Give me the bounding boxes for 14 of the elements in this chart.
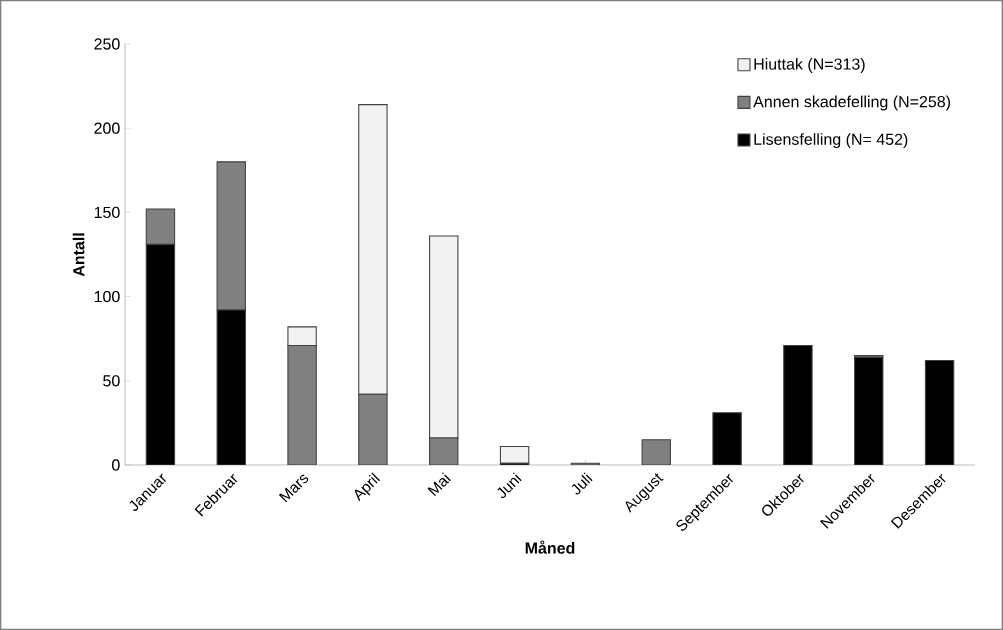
y-axis-title: Antall bbox=[72, 233, 85, 277]
legend-label: Lisensfelling (N= 452) bbox=[754, 133, 908, 149]
legend-label: Annen skadefelling (N=258) bbox=[753, 95, 951, 111]
x-tick-label: Juli bbox=[571, 472, 593, 495]
y-tick-label: 150 bbox=[94, 206, 120, 219]
legend-label: Hiuttak (N=313) bbox=[754, 58, 865, 73]
x-tick-label: Mai bbox=[427, 472, 451, 497]
x-axis-title: Måned bbox=[525, 540, 575, 554]
y-tick-label: 100 bbox=[94, 290, 120, 303]
y-tick-label: 250 bbox=[94, 38, 120, 50]
x-tick-label: Juni bbox=[497, 472, 522, 499]
y-tick-label: 50 bbox=[103, 375, 120, 387]
y-tick-label: 200 bbox=[94, 122, 120, 134]
y-tick-label: 0 bbox=[112, 459, 120, 471]
